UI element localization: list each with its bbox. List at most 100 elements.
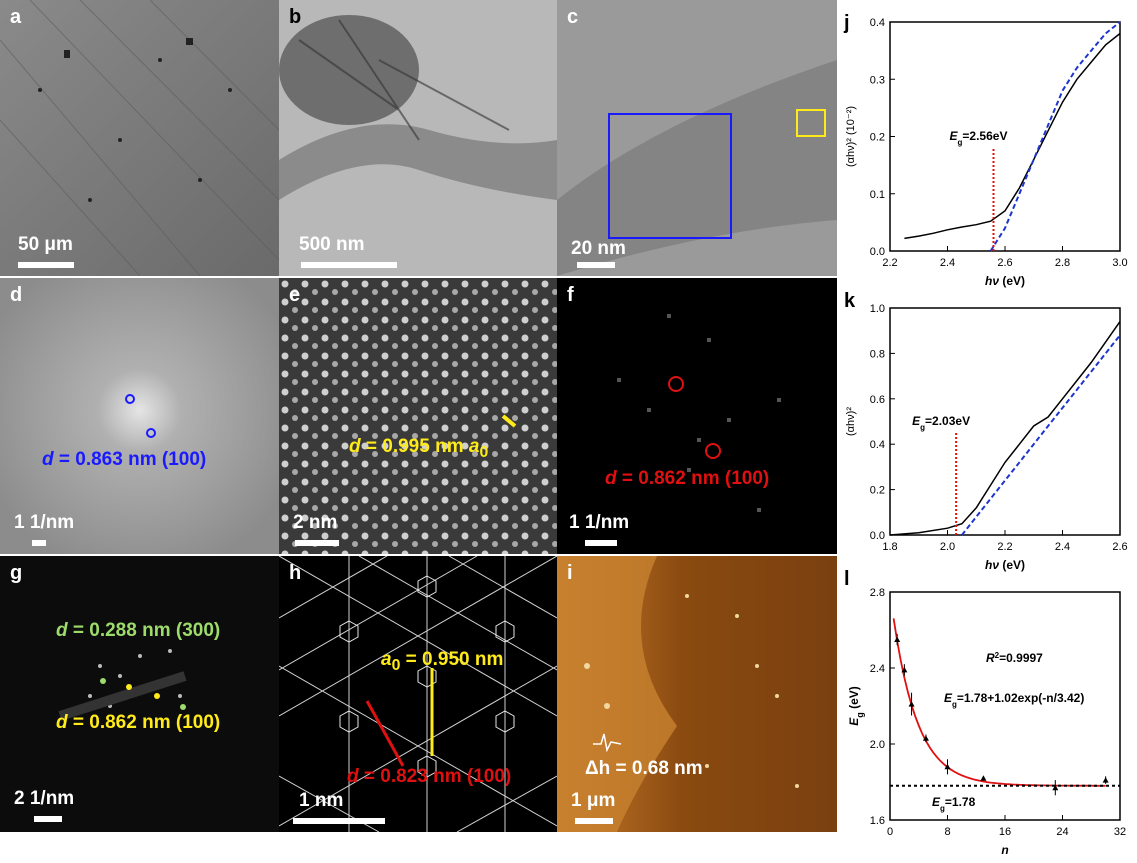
panel-g-saed: g d = 0.288 nm (300) d = 0.862 nm (100) …: [0, 556, 279, 832]
data-point: [922, 735, 929, 741]
scale-bar: [18, 262, 74, 268]
y-tick-label: 0.1: [870, 189, 885, 201]
plot-label-j: j: [844, 12, 850, 34]
d-spacing-annotation: d = 0.862 nm (100): [605, 468, 770, 489]
data-point: [894, 636, 901, 642]
y-tick-label: 0.2: [870, 132, 885, 144]
x-axis-label: hν (eV): [985, 274, 1025, 288]
fft-image: [0, 278, 279, 554]
scale-label: 20 nm: [571, 238, 626, 259]
x-tick-label: 16: [999, 826, 1011, 838]
filtered-fft-image: [557, 278, 837, 554]
plot-label-l: l: [844, 568, 850, 590]
scale-bar: [293, 818, 385, 824]
panel-f-filtered-fft: f d = 0.862 nm (100) 1 1/nm: [557, 278, 837, 554]
d-spacing-annotation-100: d = 0.862 nm (100): [56, 712, 221, 733]
bandgap-label: Eg=2.03eV: [912, 414, 970, 432]
blue-selection-box: [608, 113, 732, 239]
y-tick-label: 0.3: [870, 74, 885, 86]
x-tick-label: 2.6: [1112, 541, 1127, 553]
x-tick-label: 2.2: [882, 257, 897, 269]
panel-label: a: [10, 6, 22, 28]
yellow-selection-box: [796, 109, 826, 137]
fit-equation: Eg=1.78+1.02exp(-n/3.42): [944, 691, 1084, 709]
y-axis-label: Eg (eV): [847, 686, 865, 726]
bandgap-label: Eg=2.56eV: [950, 129, 1008, 147]
hrtem-image: [557, 0, 837, 276]
panel-label: i: [567, 562, 573, 584]
y-tick-label: 1.0: [870, 303, 885, 315]
x-tick-label: 32: [1114, 826, 1126, 838]
scale-bar: [575, 818, 613, 824]
x-tick-label: 2.4: [1055, 541, 1070, 553]
fit-line: [961, 334, 1121, 536]
scale-label: 1 1/nm: [569, 512, 630, 533]
y-tick-label: 0.2: [870, 485, 885, 497]
scale-bar: [295, 540, 339, 546]
x-tick-label: 2.6: [997, 257, 1012, 269]
panel-b-tem: b 500 nm: [279, 0, 557, 276]
x-tick-label: 1.8: [882, 541, 897, 553]
panel-c-hrtem: c 20 nm: [557, 0, 837, 276]
y-tick-label: 0.8: [870, 348, 885, 360]
panel-label: e: [289, 284, 301, 306]
d-spacing-annotation: d = 0.995 nm a0: [349, 436, 489, 461]
plot-label-k: k: [844, 290, 856, 312]
lattice-image: [279, 278, 557, 554]
scale-bar: [577, 262, 615, 268]
data-line: [904, 32, 1121, 240]
panel-label: b: [289, 6, 302, 28]
lattice-constant-annotation: a0 = 0.950 nm: [381, 649, 504, 674]
x-tick-label: 2.2: [997, 541, 1012, 553]
y-tick-label: 2.8: [870, 587, 885, 599]
y-tick-label: 0.0: [870, 246, 885, 258]
baseline-label: Eg=1.78: [932, 795, 976, 813]
data-point: [1052, 784, 1059, 791]
x-axis-label: hν (eV): [985, 558, 1025, 572]
tem-image: [279, 0, 557, 276]
d-spacing-annotation: d = 0.863 nm (100): [42, 449, 207, 470]
scale-label: 2 1/nm: [14, 788, 75, 809]
data-line: [889, 321, 1121, 536]
r-squared-label: R2=0.9997: [986, 651, 1043, 666]
y-tick-label: 0.6: [870, 394, 885, 406]
scale-label: 1 nm: [299, 790, 344, 811]
d-spacing-annotation: d = 0.823 nm (100): [347, 766, 512, 787]
plot-j-tauc: 2.2 2.4 2.6 2.8 3.0 0.0 0.1 0.2 0.3 0.4 Eg=2.56eV h…: [845, 17, 1128, 288]
y-tick-label: 0.0: [870, 530, 885, 542]
d-spacing-annotation-300: d = 0.288 nm (300): [56, 620, 221, 641]
panel-a-sem: a 50 μm: [0, 0, 279, 276]
data-point: [908, 701, 915, 707]
fit-line: [989, 21, 1121, 252]
panel-label: h: [289, 562, 302, 584]
scale-bar: [585, 540, 617, 546]
scale-label: 1 1/nm: [14, 512, 75, 533]
x-tick-label: 8: [944, 826, 950, 838]
scale-bar: [34, 816, 62, 822]
saed-image: [0, 556, 279, 832]
plot-l-bandgap: 0 8 16 24 32 1.6 2.0 2.4 2.8 R2=0.9997 Eg=1.78+1.0…: [847, 587, 1126, 857]
data-point: [980, 775, 987, 781]
x-tick-label: 3.0: [1112, 257, 1127, 269]
panel-label: g: [10, 562, 23, 584]
x-tick-label: 2.0: [940, 541, 955, 553]
y-axis-label: (αhν)² (10⁻²): [845, 106, 857, 167]
panel-label: c: [567, 6, 579, 28]
y-tick-label: 1.6: [870, 815, 885, 827]
plot-k-tauc: 1.8 2.0 2.2 2.4 2.6 0.0 0.2 0.4 0.6 0.8 1.0 Eg=2.03…: [845, 303, 1128, 572]
sem-image: [0, 0, 279, 276]
panel-h-model: h a0 = 0.950 nm d = 0.823 nm (100) 1 nm: [279, 556, 557, 832]
data-point: [944, 763, 951, 770]
scale-bar: [301, 262, 397, 268]
scale-label: 50 μm: [18, 234, 73, 255]
y-tick-label: 2.4: [870, 663, 885, 675]
panel-label: f: [567, 284, 574, 306]
panel-e-lattice: e d = 0.995 nm a0 2 nm: [279, 278, 557, 554]
x-tick-label: 24: [1056, 826, 1068, 838]
panel-i-afm: i Δh = 0.68 nm 1 μm: [557, 556, 837, 832]
afm-image: [557, 556, 837, 832]
height-annotation: Δh = 0.68 nm: [585, 758, 703, 779]
panel-label: d: [10, 284, 23, 306]
scale-label: 2 nm: [293, 512, 338, 533]
panel-d-fft: d d = 0.863 nm (100) 1 1/nm: [0, 278, 279, 554]
